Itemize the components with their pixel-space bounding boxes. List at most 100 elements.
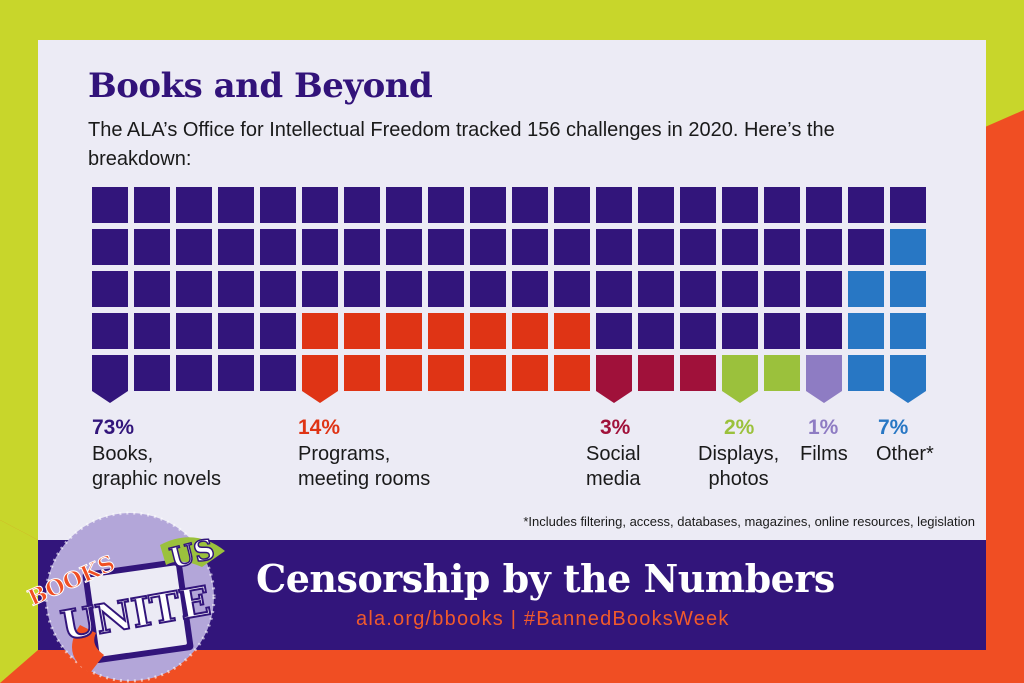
waffle-cell-books-graphic-novels xyxy=(260,355,296,391)
waffle-cell-books-graphic-novels xyxy=(134,229,170,265)
waffle-cell-books-graphic-novels xyxy=(638,313,674,349)
percent-label-other: 7% xyxy=(878,416,909,439)
waffle-cell-books-graphic-novels xyxy=(764,187,800,223)
category-label-line: photos xyxy=(708,468,769,490)
waffle-cell-books-graphic-novels xyxy=(512,271,548,307)
waffle-cell-books-graphic-novels xyxy=(848,187,884,223)
waffle-cell-other xyxy=(848,313,884,349)
waffle-cell-books-graphic-novels xyxy=(554,229,590,265)
waffle-cell-books-graphic-novels xyxy=(302,271,338,307)
category-label-social-media: Social media xyxy=(586,442,640,492)
waffle-cell-books-graphic-novels xyxy=(596,187,632,223)
category-label-line: Books, xyxy=(92,443,154,465)
waffle-cell-films xyxy=(806,355,842,403)
waffle-cell-books-graphic-novels xyxy=(596,271,632,307)
waffle-cell-programs-meeting-rooms xyxy=(512,313,548,349)
waffle-cell-books-graphic-novels xyxy=(218,271,254,307)
waffle-cell-books-graphic-novels xyxy=(470,187,506,223)
waffle-cell-other xyxy=(848,271,884,307)
waffle-cell-books-graphic-novels xyxy=(890,187,926,223)
waffle-cell-books-graphic-novels xyxy=(806,229,842,265)
books-unite-us-logo: UNITE US BOOKS xyxy=(24,511,225,683)
category-label-line: Social xyxy=(586,443,641,465)
banner-links: ala.org/bbooks | #BannedBooksWeek xyxy=(356,608,730,630)
waffle-cell-books-graphic-novels xyxy=(302,229,338,265)
waffle-cell-books-graphic-novels xyxy=(722,187,758,223)
waffle-cell-books-graphic-novels xyxy=(260,229,296,265)
waffle-cell-social-media xyxy=(638,355,674,391)
waffle-cell-books-graphic-novels xyxy=(386,271,422,307)
banner-title: Censorship by the Numbers xyxy=(256,556,835,601)
waffle-cell-books-graphic-novels xyxy=(218,355,254,391)
waffle-cell-books-graphic-novels xyxy=(428,187,464,223)
waffle-cell-books-graphic-novels xyxy=(176,313,212,349)
chart-subtitle: The ALA’s Office for Intellectual Freedo… xyxy=(88,119,835,170)
footnote: *Includes filtering, access, databases, … xyxy=(523,514,975,529)
category-label-line: Programs, xyxy=(298,443,391,465)
category-label-line: Films xyxy=(800,443,848,465)
category-label-line: graphic novels xyxy=(92,468,221,490)
waffle-cell-books-graphic-novels xyxy=(722,271,758,307)
waffle-cell-books-graphic-novels xyxy=(344,271,380,307)
waffle-cell-books-graphic-novels xyxy=(512,229,548,265)
category-label-line: Displays, xyxy=(698,443,780,465)
waffle-cell-books-graphic-novels xyxy=(470,229,506,265)
waffle-cell-programs-meeting-rooms xyxy=(386,313,422,349)
waffle-cell-books-graphic-novels xyxy=(260,313,296,349)
waffle-cell-books-graphic-novels xyxy=(596,313,632,349)
category-label-line: media xyxy=(586,468,641,490)
category-label-line: Other* xyxy=(876,443,934,465)
waffle-cell-books-graphic-novels xyxy=(92,187,128,223)
percent-label-social-media: 3% xyxy=(600,416,631,439)
waffle-cell-books-graphic-novels xyxy=(176,187,212,223)
waffle-cell-books-graphic-novels xyxy=(638,271,674,307)
waffle-cell-books-graphic-novels xyxy=(470,271,506,307)
waffle-cell-books-graphic-novels xyxy=(764,313,800,349)
waffle-cell-books-graphic-novels xyxy=(806,313,842,349)
waffle-cell-books-graphic-novels xyxy=(344,187,380,223)
waffle-cell-books-graphic-novels xyxy=(302,187,338,223)
waffle-cell-books-graphic-novels xyxy=(428,271,464,307)
waffle-cell-books-graphic-novels xyxy=(92,271,128,307)
category-label-displays-photos: Displays, photos xyxy=(698,442,779,492)
waffle-cell-books-graphic-novels xyxy=(260,271,296,307)
percent-label-films: 1% xyxy=(808,416,839,439)
waffle-cell-other xyxy=(890,271,926,307)
waffle-cell-books-graphic-novels xyxy=(218,229,254,265)
waffle-cell-books-graphic-novels xyxy=(176,229,212,265)
waffle-cell-books-graphic-novels xyxy=(596,229,632,265)
waffle-cell-programs-meeting-rooms xyxy=(554,355,590,391)
waffle-cell-displays-photos xyxy=(722,355,758,403)
waffle-cell-books-graphic-novels xyxy=(638,187,674,223)
waffle-cell-displays-photos xyxy=(764,355,800,391)
waffle-cell-books-graphic-novels xyxy=(386,229,422,265)
waffle-cell-social-media xyxy=(596,355,632,403)
waffle-cell-books-graphic-novels xyxy=(428,229,464,265)
waffle-cell-books-graphic-novels xyxy=(92,355,128,403)
chart-title: Books and Beyond xyxy=(88,66,433,106)
waffle-cell-books-graphic-novels xyxy=(764,271,800,307)
category-label-line: meeting rooms xyxy=(298,468,431,490)
waffle-cell-books-graphic-novels xyxy=(134,355,170,391)
waffle-cell-programs-meeting-rooms xyxy=(302,313,338,349)
waffle-cell-books-graphic-novels xyxy=(554,271,590,307)
waffle-cell-other xyxy=(890,355,926,403)
waffle-cell-programs-meeting-rooms xyxy=(512,355,548,391)
waffle-cell-programs-meeting-rooms xyxy=(470,313,506,349)
category-label-other: Other* xyxy=(876,442,934,467)
waffle-cell-books-graphic-novels xyxy=(680,229,716,265)
waffle-cell-programs-meeting-rooms xyxy=(302,355,338,403)
waffle-cell-books-graphic-novels xyxy=(764,229,800,265)
waffle-cell-books-graphic-novels xyxy=(722,313,758,349)
waffle-cell-books-graphic-novels xyxy=(176,355,212,391)
waffle-cell-books-graphic-novels xyxy=(134,271,170,307)
waffle-cell-books-graphic-novels xyxy=(680,313,716,349)
waffle-cell-books-graphic-novels xyxy=(92,229,128,265)
waffle-cell-books-graphic-novels xyxy=(554,187,590,223)
waffle-cell-books-graphic-novels xyxy=(344,229,380,265)
waffle-cell-books-graphic-novels xyxy=(176,271,212,307)
waffle-cell-other xyxy=(848,355,884,391)
waffle-cell-books-graphic-novels xyxy=(722,229,758,265)
category-label-programs-meeting-rooms: Programs, meeting rooms xyxy=(298,442,430,492)
